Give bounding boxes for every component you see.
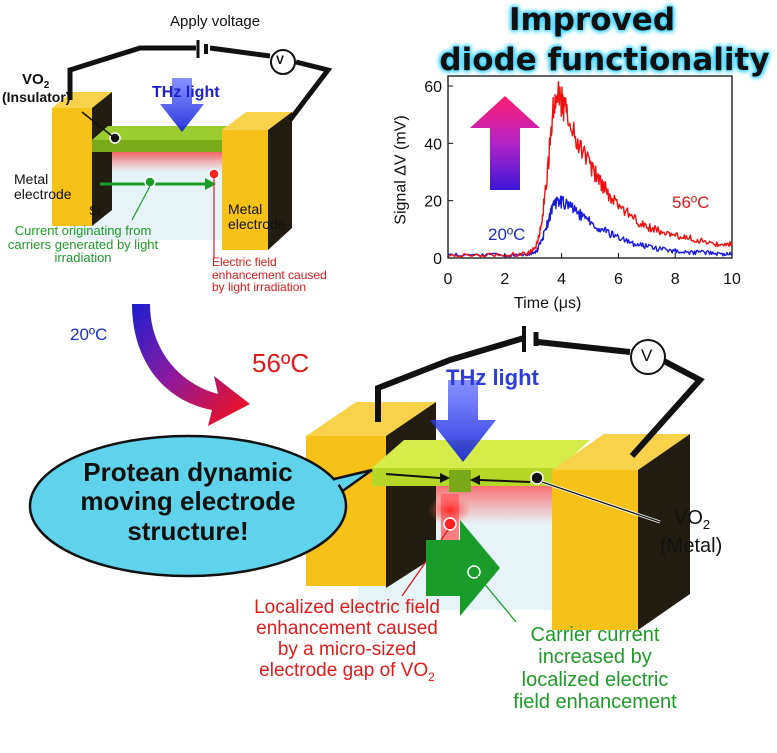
y-tick-label: 40 — [424, 136, 442, 153]
x-tick-label: 6 — [614, 271, 623, 288]
x-tick-label: 4 — [557, 271, 566, 288]
carrier-note: Carrier current increased by localized ele… — [480, 624, 710, 714]
top-metal-electrode-left: Metal electrode — [14, 172, 72, 201]
bottom-vo2-gap — [449, 470, 471, 492]
top-thz-label: THz light — [152, 85, 220, 102]
bottom-vo2-marker — [531, 472, 543, 484]
top-voltmeter-label: V — [276, 54, 284, 67]
top-vo2-marker — [110, 133, 120, 143]
x-tick-label: 8 — [671, 271, 680, 288]
chart-xlabel: Time (μs) — [514, 296, 581, 313]
top-right-electrode — [222, 130, 268, 250]
top-current-note: Current originating from carriers generat… — [0, 224, 166, 265]
top-wire-mid — [210, 48, 270, 56]
bottom-vo2-state: (Metal) — [660, 536, 722, 557]
chart-legend-high: 56ºC — [672, 194, 709, 212]
increase-arrow — [470, 96, 540, 190]
top-si-label: Si — [89, 204, 101, 218]
y-tick-label: 60 — [424, 79, 442, 96]
bottom-vo2-label: VO2 — [674, 508, 710, 532]
top-left-electrode — [52, 108, 92, 226]
title-line1: Improved — [472, 2, 712, 38]
bottom-vo2-film-top — [372, 440, 590, 468]
local-field-marker — [444, 518, 456, 530]
title-line2: diode functionality — [432, 42, 777, 78]
top-metal-electrode-right: Metal electrode — [228, 202, 286, 231]
top-wire-right — [290, 62, 328, 120]
bottom-voltmeter-label: V — [641, 347, 652, 365]
temp-low-label: 20ºC — [70, 326, 107, 344]
bottom-thz-label: THz light — [446, 366, 539, 389]
bottom-right-electrode — [552, 470, 638, 630]
top-vo2-state: (Insulator) — [2, 90, 70, 105]
chart-ylabel: Signal ΔV (mV) — [394, 115, 411, 224]
y-tick-label: 0 — [433, 251, 442, 268]
apply-voltage-label: Apply voltage — [170, 14, 260, 30]
top-field-marker — [209, 169, 219, 179]
x-tick-label: 2 — [500, 271, 509, 288]
x-tick-label: 0 — [444, 271, 453, 288]
top-current-marker — [145, 177, 155, 187]
temp-high-label: 56ºC — [252, 350, 309, 377]
signal-chart: 0 2 4 6 8 10 0 20 40 60 — [424, 76, 741, 288]
transition-arrow — [132, 304, 250, 426]
bottom-wire-mid — [538, 342, 630, 352]
y-tick-label: 20 — [424, 194, 442, 211]
top-field-note: Electric field enhancement caused by light… — [212, 256, 327, 294]
x-tick-label: 10 — [723, 271, 741, 288]
chart-legend-low: 20ºC — [488, 226, 525, 244]
local-field-note: Localized electric field enhancement caus… — [232, 598, 462, 684]
bubble-text: Protean dynamic moving electrode structure… — [40, 458, 336, 546]
